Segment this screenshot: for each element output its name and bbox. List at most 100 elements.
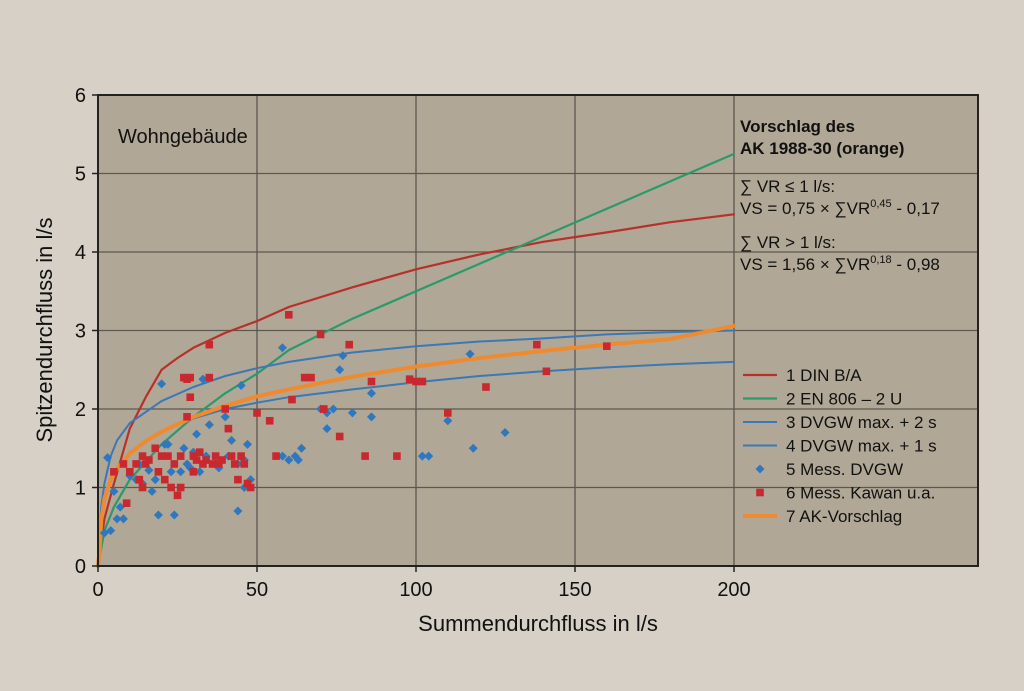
kawan-point-62: [418, 377, 427, 386]
kawan-point-34: [211, 452, 220, 460]
series-line-1: [96, 213, 736, 568]
legend-swatch-6: [756, 488, 764, 497]
kawan-point-7: [138, 483, 147, 492]
kawan-point-42: [237, 452, 245, 460]
kawan-point-57: [361, 452, 369, 460]
dvgw-point-4: [112, 514, 122, 524]
kawan-point-29: [199, 460, 207, 468]
kawan-point-16: [170, 460, 179, 468]
dvgw-point-2: [106, 526, 116, 536]
kawan-point-55: [335, 432, 344, 441]
series-line-2: [96, 152, 736, 568]
kawan-point-38: [224, 424, 233, 433]
legend-label-2: 2 EN 806 – 2 U: [786, 390, 902, 409]
kawan-point-14: [164, 452, 172, 460]
dvgw-point-60: [465, 349, 475, 359]
dvgw-point-25: [192, 429, 202, 439]
dvgw-point-15: [157, 379, 167, 389]
dvgw-point-27: [198, 374, 208, 384]
kawan-point-60: [405, 375, 414, 383]
dvgw-point-44: [284, 455, 294, 465]
kawan-point-49: [285, 311, 293, 319]
kawan-point-58: [367, 377, 376, 386]
note-title-2: AK 1988-30 (orange): [740, 139, 904, 158]
kawan-point-53: [316, 330, 325, 339]
kawan-point-30: [202, 456, 210, 464]
y-tick-label-4: 4: [75, 242, 86, 264]
kawan-point-46: [253, 409, 261, 417]
y-tick-label-5: 5: [75, 164, 86, 186]
dvgw-point-21: [179, 443, 189, 453]
dvgw-point-55: [366, 388, 376, 398]
legend: 1 DIN B/A 2 EN 806 – 2 U 3 DVGW max. + 2 s…: [743, 366, 937, 526]
series-line-3: [97, 329, 735, 567]
kawan-point-44: [243, 479, 252, 488]
x-tick-label-4: 200: [717, 579, 750, 601]
legend-label-3: 3 DVGW max. + 2 s: [786, 413, 937, 432]
kawan-point-47: [265, 416, 274, 425]
dvgw-point-58: [424, 451, 434, 461]
kawan-point-22: [183, 413, 191, 421]
dvgw-point-59: [443, 416, 453, 426]
dvgw-point-11: [144, 465, 154, 475]
legend-label-7: 7 AK-Vorschlag: [786, 507, 902, 526]
series-lines: [96, 152, 736, 568]
series-markers: [99, 311, 611, 538]
kawan-point-63: [444, 409, 452, 417]
dvgw-point-61: [468, 443, 478, 453]
kawan-point-6: [138, 452, 147, 460]
dvgw-point-5: [115, 502, 125, 512]
y-tick-label-3: 3: [75, 321, 86, 343]
dvgw-point-50: [322, 424, 332, 434]
kawan-point-51: [300, 373, 309, 382]
y-tick-label-2: 2: [75, 399, 86, 421]
kawan-point-35: [215, 460, 223, 468]
dvgw-point-20: [176, 467, 186, 477]
dvgw-point-57: [417, 451, 427, 461]
dvgw-point-26: [195, 467, 205, 477]
formula-2-exp: 0,18: [870, 254, 891, 266]
note-cond-2: ∑ VR > 1 l/s:: [740, 233, 836, 252]
formula-1-exp: 0,45: [870, 198, 891, 210]
kawan-point-64: [482, 383, 490, 391]
dvgw-point-13: [150, 475, 160, 485]
kawan-point-24: [186, 393, 195, 402]
kawan-point-25: [189, 452, 198, 460]
x-tick-label-0: 0: [92, 579, 103, 601]
kawan-point-19: [176, 483, 185, 492]
dvgw-point-54: [347, 408, 357, 418]
kawan-point-59: [393, 452, 401, 460]
kawan-point-17: [173, 491, 182, 500]
dvgw-point-42: [277, 343, 287, 353]
kawan-point-4: [132, 460, 140, 468]
note-cond-1: ∑ VR ≤ 1 l/s:: [740, 177, 835, 196]
kawan-point-2: [122, 499, 131, 507]
dvgw-point-6: [118, 514, 128, 524]
dvgw-point-18: [166, 467, 176, 477]
y-tick-label-6: 6: [75, 85, 86, 107]
kawan-point-11: [154, 468, 163, 476]
kawan-point-13: [160, 475, 169, 484]
dvgw-point-47: [297, 443, 307, 453]
legend-label-6: 6 Mess. Kawan u.a.: [786, 484, 935, 503]
x-axis-title: Summendurchfluss in l/s: [418, 611, 658, 636]
kawan-point-39: [227, 452, 236, 460]
kawan-point-31: [205, 373, 214, 382]
dvgw-point-56: [366, 412, 376, 422]
dvgw-point-52: [335, 365, 345, 375]
kawan-point-65: [533, 340, 541, 349]
legend-swatch-5: [755, 464, 765, 474]
legend-label-1: 1 DIN B/A: [786, 366, 862, 385]
kawan-point-40: [230, 460, 239, 468]
kawan-point-50: [288, 395, 296, 404]
dvgw-point-32: [220, 412, 230, 422]
dvgw-point-19: [169, 510, 179, 520]
formula-2-pre: VS = 1,56 × ∑VR: [740, 255, 870, 274]
y-tick-label-0: 0: [75, 556, 86, 578]
annotation-wohngebaeude: Wohngebäude: [118, 126, 248, 148]
kawan-point-28: [195, 448, 204, 456]
x-tick-label-3: 150: [558, 579, 591, 601]
kawan-point-45: [246, 483, 255, 492]
x-tick-label-1: 50: [246, 579, 268, 601]
